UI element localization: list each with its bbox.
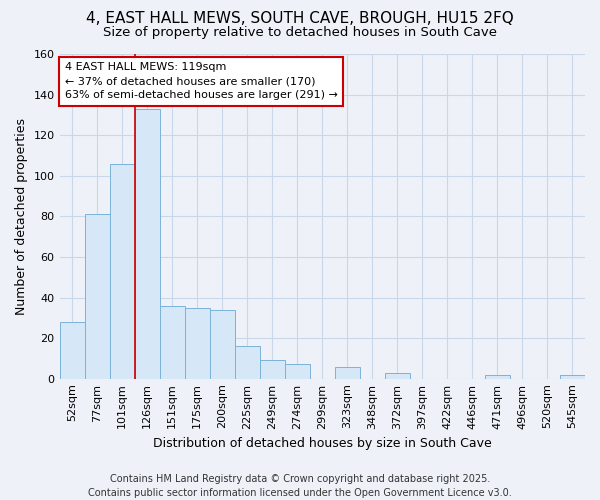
Bar: [85, 214, 110, 378]
Bar: [285, 364, 310, 378]
X-axis label: Distribution of detached houses by size in South Cave: Distribution of detached houses by size …: [153, 437, 491, 450]
Bar: [185, 308, 209, 378]
Text: 4 EAST HALL MEWS: 119sqm
← 37% of detached houses are smaller (170)
63% of semi-: 4 EAST HALL MEWS: 119sqm ← 37% of detach…: [65, 62, 338, 100]
Bar: [59, 322, 85, 378]
Bar: [134, 109, 160, 378]
Text: Size of property relative to detached houses in South Cave: Size of property relative to detached ho…: [103, 26, 497, 39]
Bar: [235, 346, 260, 378]
Y-axis label: Number of detached properties: Number of detached properties: [15, 118, 28, 315]
Bar: [385, 372, 410, 378]
Bar: [560, 374, 585, 378]
Bar: [485, 374, 510, 378]
Text: 4, EAST HALL MEWS, SOUTH CAVE, BROUGH, HU15 2FQ: 4, EAST HALL MEWS, SOUTH CAVE, BROUGH, H…: [86, 11, 514, 26]
Bar: [160, 306, 185, 378]
Bar: [335, 366, 360, 378]
Bar: [110, 164, 134, 378]
Text: Contains HM Land Registry data © Crown copyright and database right 2025.
Contai: Contains HM Land Registry data © Crown c…: [88, 474, 512, 498]
Bar: [209, 310, 235, 378]
Bar: [260, 360, 285, 378]
